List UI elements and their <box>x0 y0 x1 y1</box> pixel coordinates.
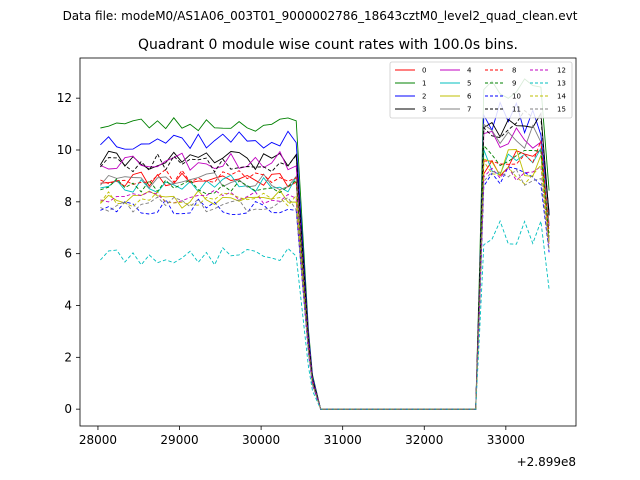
series-line-15 <box>100 168 550 410</box>
series-line-11 <box>100 109 550 410</box>
y-tick-label: 4 <box>64 298 72 312</box>
legend-label: 0 <box>422 67 426 75</box>
legend-label: 3 <box>422 106 426 114</box>
legend-label: 9 <box>512 80 516 88</box>
legend-label: 13 <box>557 80 566 88</box>
legend-label: 12 <box>557 67 566 75</box>
legend-label: 8 <box>512 67 516 75</box>
x-tick-label: 28000 <box>79 433 117 447</box>
legend-box <box>389 61 573 119</box>
axes-frame <box>79 57 577 427</box>
figure-supertitle: Data file: modeM0/AS1A06_003T01_90000027… <box>63 9 578 23</box>
chart-title: Quadrant 0 module wise count rates with … <box>138 37 518 53</box>
x-tick-label: 29000 <box>160 433 198 447</box>
legend-label: 14 <box>557 93 566 101</box>
y-tick-label: 10 <box>57 143 72 157</box>
x-tick-label: 32000 <box>405 433 443 447</box>
y-tick-label: 6 <box>64 247 72 261</box>
legend-label: 11 <box>512 106 521 114</box>
ticks-layer: 28000 29000 30000 31000 32000 33000 0 2 4 6 8 10 12 <box>57 91 525 447</box>
legend-label: 15 <box>557 106 566 114</box>
legend-label: 5 <box>467 80 471 88</box>
x-tick-label: 31000 <box>324 433 362 447</box>
legend-label: 1 <box>422 80 426 88</box>
y-tick-label: 8 <box>64 195 72 209</box>
legend-label: 10 <box>512 93 521 101</box>
x-tick-label: 30000 <box>242 433 280 447</box>
y-tick-label: 0 <box>64 402 72 416</box>
legend-label: 6 <box>467 93 472 101</box>
legend-label: 2 <box>422 93 426 101</box>
series-layer <box>100 78 550 410</box>
y-tick-label: 12 <box>57 91 72 105</box>
legend-label: 7 <box>467 106 471 114</box>
legend-label: 4 <box>467 67 472 75</box>
series-line-9 <box>100 144 550 410</box>
series-line-10 <box>100 166 550 410</box>
y-tick-label: 2 <box>64 350 72 364</box>
x-offset-label: +2.899e8 <box>517 455 576 469</box>
x-tick-label: 33000 <box>487 433 525 447</box>
